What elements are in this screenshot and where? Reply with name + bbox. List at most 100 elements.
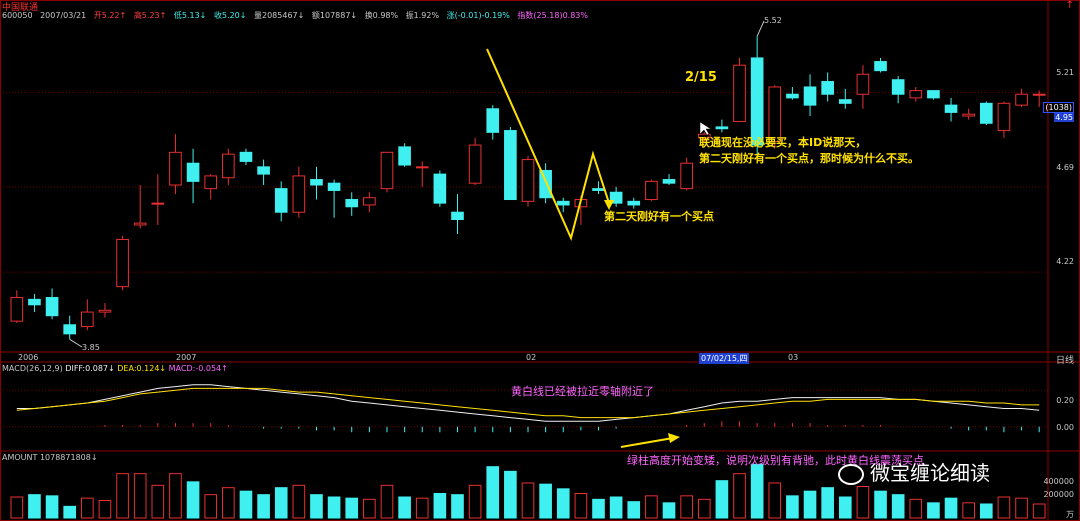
amount-bar [909,498,923,519]
amount-bar [169,473,182,519]
buy-point-annotation: 第二天刚好有一个买点 [604,210,714,223]
stock-title-row: 中国联通 [2,0,43,13]
amount-bar [292,484,306,519]
amount-bar [433,493,447,519]
high-mark: 5.52 [764,16,782,25]
candle-body [310,179,323,186]
low-leader [69,338,83,348]
amount-bar [45,495,59,519]
watermark: 微宝缠论细读 [838,457,990,486]
candle-body [609,191,623,204]
volume-annotation: 绿柱高度开始变矮，说明次级别有背驰，此时黄白线震荡买点 [627,454,924,467]
date-label-2006: 2006 [18,353,39,362]
amount-bar [327,496,341,519]
amount-bar [1015,497,1028,519]
stock-code: 600050 [2,11,33,20]
candle-body [504,130,517,201]
candle-body [415,166,429,169]
amount-bar [257,494,270,519]
amount-bar [204,494,218,519]
amount-bar [592,498,605,519]
amount-bar [627,501,641,519]
candle-body [962,113,975,117]
date-label-03: 03 [788,353,799,362]
macd-axis-high: 0.20 [1056,396,1074,405]
candle-body [10,297,24,322]
candle-body [838,99,852,104]
amount-bar [944,497,958,519]
candle-body [891,79,905,95]
candle-body [997,102,1011,132]
price-label-low: 4.22 [1056,257,1074,266]
period-label[interactable]: 日线 [1056,356,1075,366]
amount-bar [662,502,676,519]
candle-body [257,166,270,175]
index-value: 指数(25.18)0.83% [517,11,588,20]
candle-body [645,180,658,201]
candle-body [151,202,165,205]
diff-line [16,384,1040,422]
volume-arrow-line [620,437,674,448]
dea-line [16,387,1040,419]
amount-bar [874,490,887,519]
candle-body [680,162,693,190]
candle-body [81,311,94,328]
amount-bar [645,495,658,519]
candle-body [186,162,200,182]
candle-body [927,90,940,99]
candle-body [222,153,235,179]
candle-body [169,151,182,186]
amount-bar [609,496,623,519]
current-price: 4.95 [1054,113,1074,122]
candle-body [380,151,394,190]
amplitude-value: 振1.92% [405,11,440,20]
amount-bar [310,494,323,519]
candle-body [786,93,799,99]
low-price: 低5.13↓ [173,11,207,20]
candle-body [979,102,993,124]
amount-bar [539,483,552,519]
macd-header: MACD(26,12,9) DIFF:0.087↓ DEA:0.124↓ MAC… [2,364,228,373]
amount-bar [486,466,500,519]
candle-body [521,159,535,202]
close-price: 收5.20↓ [213,11,247,20]
quote-date: 2007/03/21 [40,11,87,20]
buy-arrow-head [604,200,614,210]
arrow-up-icon[interactable]: ↑ [1065,0,1074,11]
comment-line-2: 第二天刚好有一个买点，那时候为什么不买。 [699,152,919,165]
candle-body [592,188,605,191]
amount-bar [81,497,94,519]
amount-bar [856,486,870,519]
amount-label: AMOUNT 1078871808↓ [2,453,98,462]
candlestick-series [10,20,1046,348]
candle-body [398,146,411,166]
candle-body [292,175,306,213]
change-value: 涨(-0.01)-0.19% [446,11,510,20]
candle-body [1032,93,1046,96]
price-label-high: 5.21 [1056,68,1074,77]
amount-bar [891,494,905,519]
amount-bar [239,490,253,519]
candle-body [627,200,641,206]
amount-bar [521,482,535,519]
open-price: 开5.22↑ [93,11,127,20]
amount-bar [345,497,359,519]
candle-body [363,197,376,206]
macd-axis-zero: 0.00 [1056,423,1074,432]
amount-value: 额107887↓ [311,11,358,20]
zigzag-line [486,48,610,242]
amount-bar [363,498,376,519]
amount-bar [398,496,411,519]
macd-diff: DIFF:0.087↓ [65,364,115,373]
candle-body [28,298,41,306]
candle-body [539,169,552,199]
volume-axis-high: 400000 [1043,477,1074,486]
volume-axis-mid: 200000 [1043,490,1074,499]
volume-arrow-head [668,433,680,443]
candle-body [821,81,834,95]
candle-body [274,188,288,213]
amount-bar [997,496,1011,519]
watermark-text: 微宝缠论细读 [870,461,990,485]
amount-bar [750,463,764,519]
